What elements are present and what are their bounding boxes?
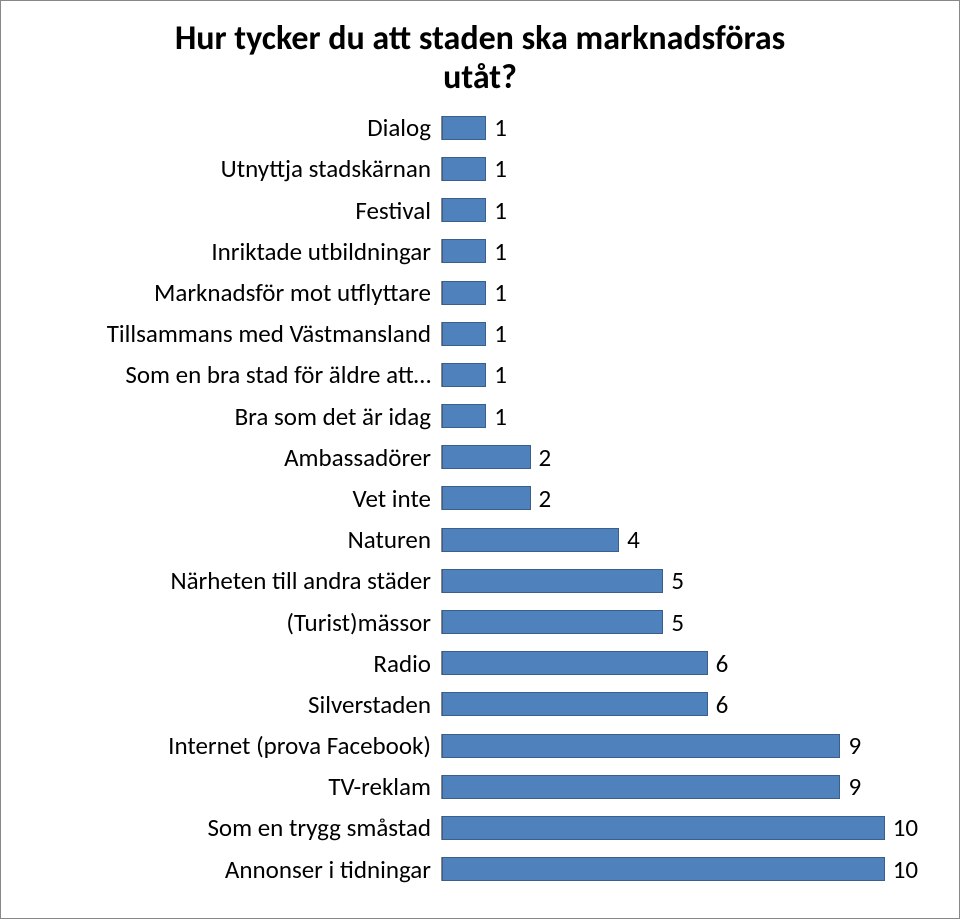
bar-value: 2 [539,442,552,473]
bar-fill [442,486,531,510]
bar-value: 1 [494,112,507,143]
bar-label: Internet (prova Facebook) [31,730,441,761]
bar-fill [442,816,885,840]
bar-label: (Turist)mässor [31,607,441,638]
bar-track: 2 [441,486,929,510]
bar-track: 1 [441,157,929,181]
bars-area: Dialog1Utnyttja stadskärnan1Festival1Inr… [31,107,929,890]
bar-value: 1 [494,277,507,308]
bar-label: Vet inte [31,483,441,514]
bar-fill [442,198,486,222]
bar-fill [442,569,663,593]
bar-label: Tillsammans med Västmansland [31,318,441,349]
bar-track: 5 [441,569,929,593]
bar-row: Silverstaden6 [31,685,929,723]
bar-row: TV-reklam9 [31,768,929,806]
bar-label: Inriktade utbildningar [31,236,441,267]
bar-row: Radio6 [31,644,929,682]
bar-row: Marknadsför mot utflyttare1 [31,274,929,312]
bar-track: 9 [441,734,929,758]
bar-label: Som en bra stad för äldre att… [31,359,441,390]
bar-row: Bra som det är idag1 [31,397,929,435]
bar-value: 5 [671,607,684,638]
bar-row: Festival1 [31,191,929,229]
bar-track: 6 [441,651,929,675]
bar-fill [442,322,486,346]
bar-label: Närheten till andra städer [31,565,441,596]
bar-label: Bra som det är idag [31,401,441,432]
bar-value: 1 [494,359,507,390]
bar-value: 6 [716,648,729,679]
bar-fill [442,692,708,716]
bar-fill [442,445,531,469]
chart-title: Hur tycker du att staden ska marknadsför… [31,19,929,97]
bar-value: 1 [494,153,507,184]
bar-fill [442,157,486,181]
bar-track: 1 [441,322,929,346]
bar-value: 1 [494,318,507,349]
bar-value: 1 [494,195,507,226]
bar-value: 10 [893,812,918,843]
bar-label: Dialog [31,112,441,143]
bar-fill [442,404,486,428]
bar-row: Inriktade utbildningar1 [31,232,929,270]
bar-label: Som en trygg småstad [31,812,441,843]
bar-value: 9 [848,730,861,761]
bar-row: Dialog1 [31,109,929,147]
bar-track: 10 [441,816,929,840]
bar-fill [442,610,663,634]
bar-row: Ambassadörer2 [31,438,929,476]
bar-value: 4 [627,524,640,555]
bar-row: Internet (prova Facebook)9 [31,727,929,765]
bar-track: 1 [441,404,929,428]
bar-fill [442,281,486,305]
bar-value: 6 [716,689,729,720]
bar-track: 5 [441,610,929,634]
bar-label: Utnyttja stadskärnan [31,153,441,184]
bar-value: 1 [494,401,507,432]
bar-label: Annonser i tidningar [31,854,441,885]
bar-fill [442,116,486,140]
bar-track: 9 [441,775,929,799]
bar-fill [442,734,840,758]
bar-label: Festival [31,195,441,226]
bar-value: 5 [671,565,684,596]
bar-label: Silverstaden [31,689,441,720]
bar-value: 2 [539,483,552,514]
bar-row: Som en bra stad för äldre att…1 [31,356,929,394]
bar-label: Radio [31,648,441,679]
bar-row: Annonser i tidningar10 [31,850,929,888]
chart-container: Hur tycker du att staden ska marknadsför… [0,0,960,919]
bar-label: Naturen [31,524,441,555]
bar-row: Som en trygg småstad10 [31,809,929,847]
bar-label: Marknadsför mot utflyttare [31,277,441,308]
bar-track: 1 [441,281,929,305]
bar-track: 1 [441,363,929,387]
bar-row: Närheten till andra städer5 [31,562,929,600]
bar-row: (Turist)mässor5 [31,603,929,641]
bar-track: 6 [441,692,929,716]
bar-label: Ambassadörer [31,442,441,473]
bar-value: 9 [848,771,861,802]
bar-row: Tillsammans med Västmansland1 [31,315,929,353]
bar-fill [442,239,486,263]
bar-track: 1 [441,198,929,222]
bar-row: Naturen4 [31,521,929,559]
bar-fill [442,651,708,675]
bar-fill [442,775,840,799]
bar-track: 1 [441,116,929,140]
bar-row: Vet inte2 [31,479,929,517]
bar-label: TV-reklam [31,771,441,802]
bar-fill [442,363,486,387]
bar-track: 4 [441,528,929,552]
bar-fill [442,528,619,552]
bar-value: 10 [893,854,918,885]
bar-track: 10 [441,857,929,881]
bar-track: 2 [441,445,929,469]
bar-value: 1 [494,236,507,267]
bar-fill [442,857,885,881]
bar-row: Utnyttja stadskärnan1 [31,150,929,188]
bar-track: 1 [441,239,929,263]
